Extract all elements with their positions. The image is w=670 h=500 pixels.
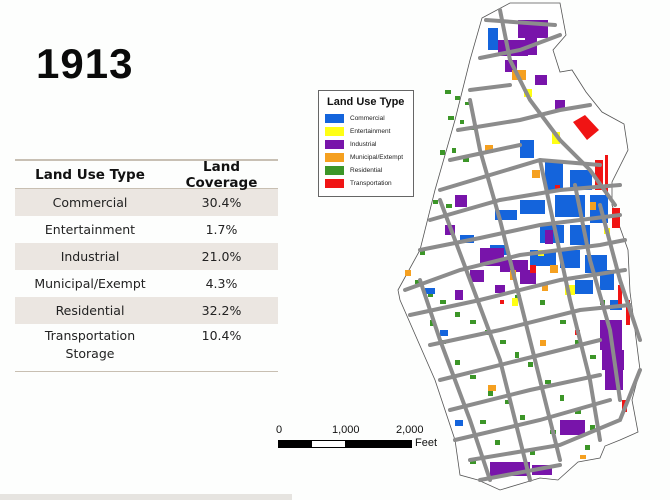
commercial-swatch-icon [325,114,344,123]
scale-unit: Feet [415,437,438,449]
map-legend: Land Use Type Commercial Entertainment I… [318,90,414,197]
scale-tick-2000: 2,000 [396,424,424,436]
header-land-coverage: Land Coverage [185,158,258,191]
row-type: Municipal/Exempt [34,276,146,291]
scale-tick-1000: 1,000 [332,424,360,436]
row-coverage: 10.4% [201,328,242,343]
row-coverage: 30.4% [201,195,242,210]
row-coverage: 32.2% [201,303,242,318]
row-coverage: 4.3% [205,276,238,291]
footer-divider [0,494,292,500]
row-type-line2: Storage [65,346,115,361]
table-row: Entertainment 1.7% [15,216,278,243]
legend-label: Residential [350,167,383,174]
legend-item-commercial: Commercial [325,112,413,125]
row-type: Entertainment [44,222,136,237]
legend-item-industrial: Industrial [325,138,413,151]
legend-label: Municipal/Extempt [350,154,404,161]
table-header: Land Use Type Land Coverage [15,158,278,191]
legend-label: Industrial [350,141,377,148]
land-coverage-table: Land Use Type Land Coverage Commercial 3… [15,159,278,372]
land-use-map [397,2,642,491]
row-type: Transportation Storage [15,327,165,363]
municipal-swatch-icon [325,153,344,162]
legend-item-municipal: Municipal/Extempt [325,151,413,164]
row-type: Industrial [60,249,120,264]
legend-label: Commercial [350,115,385,122]
streets [403,8,642,482]
scale-bar-graphic [278,440,412,448]
legend-item-entertainment: Entertainment [325,125,413,138]
legend-item-transportation: Transportation [325,177,413,190]
row-coverage: 1.7% [205,222,238,237]
row-coverage: 21.0% [201,249,242,264]
residential-swatch-icon [325,166,344,175]
legend-label: Entertainment [350,128,391,135]
legend-title: Land Use Type [327,96,405,108]
header-land-use-type: Land Use Type [35,166,145,183]
legend-label: Transportation [350,180,392,187]
entertainment-swatch-icon [325,127,344,136]
industrial-swatch-icon [325,140,344,149]
year-title: 1913 [36,40,134,87]
table-row: Transportation Storage 10.4% [15,324,278,372]
table-row: Residential 32.2% [15,297,278,324]
table-row: Industrial 21.0% [15,243,278,270]
row-type: Residential [55,303,125,318]
transportation-swatch-icon [325,179,344,188]
table-row: Municipal/Exempt 4.3% [15,270,278,297]
row-type-line1: Transportation [44,328,136,343]
scale-tick-0: 0 [276,424,283,436]
legend-item-residential: Residential [325,164,413,177]
table-row: Commercial 30.4% [15,189,278,216]
row-type: Commercial [52,195,128,210]
